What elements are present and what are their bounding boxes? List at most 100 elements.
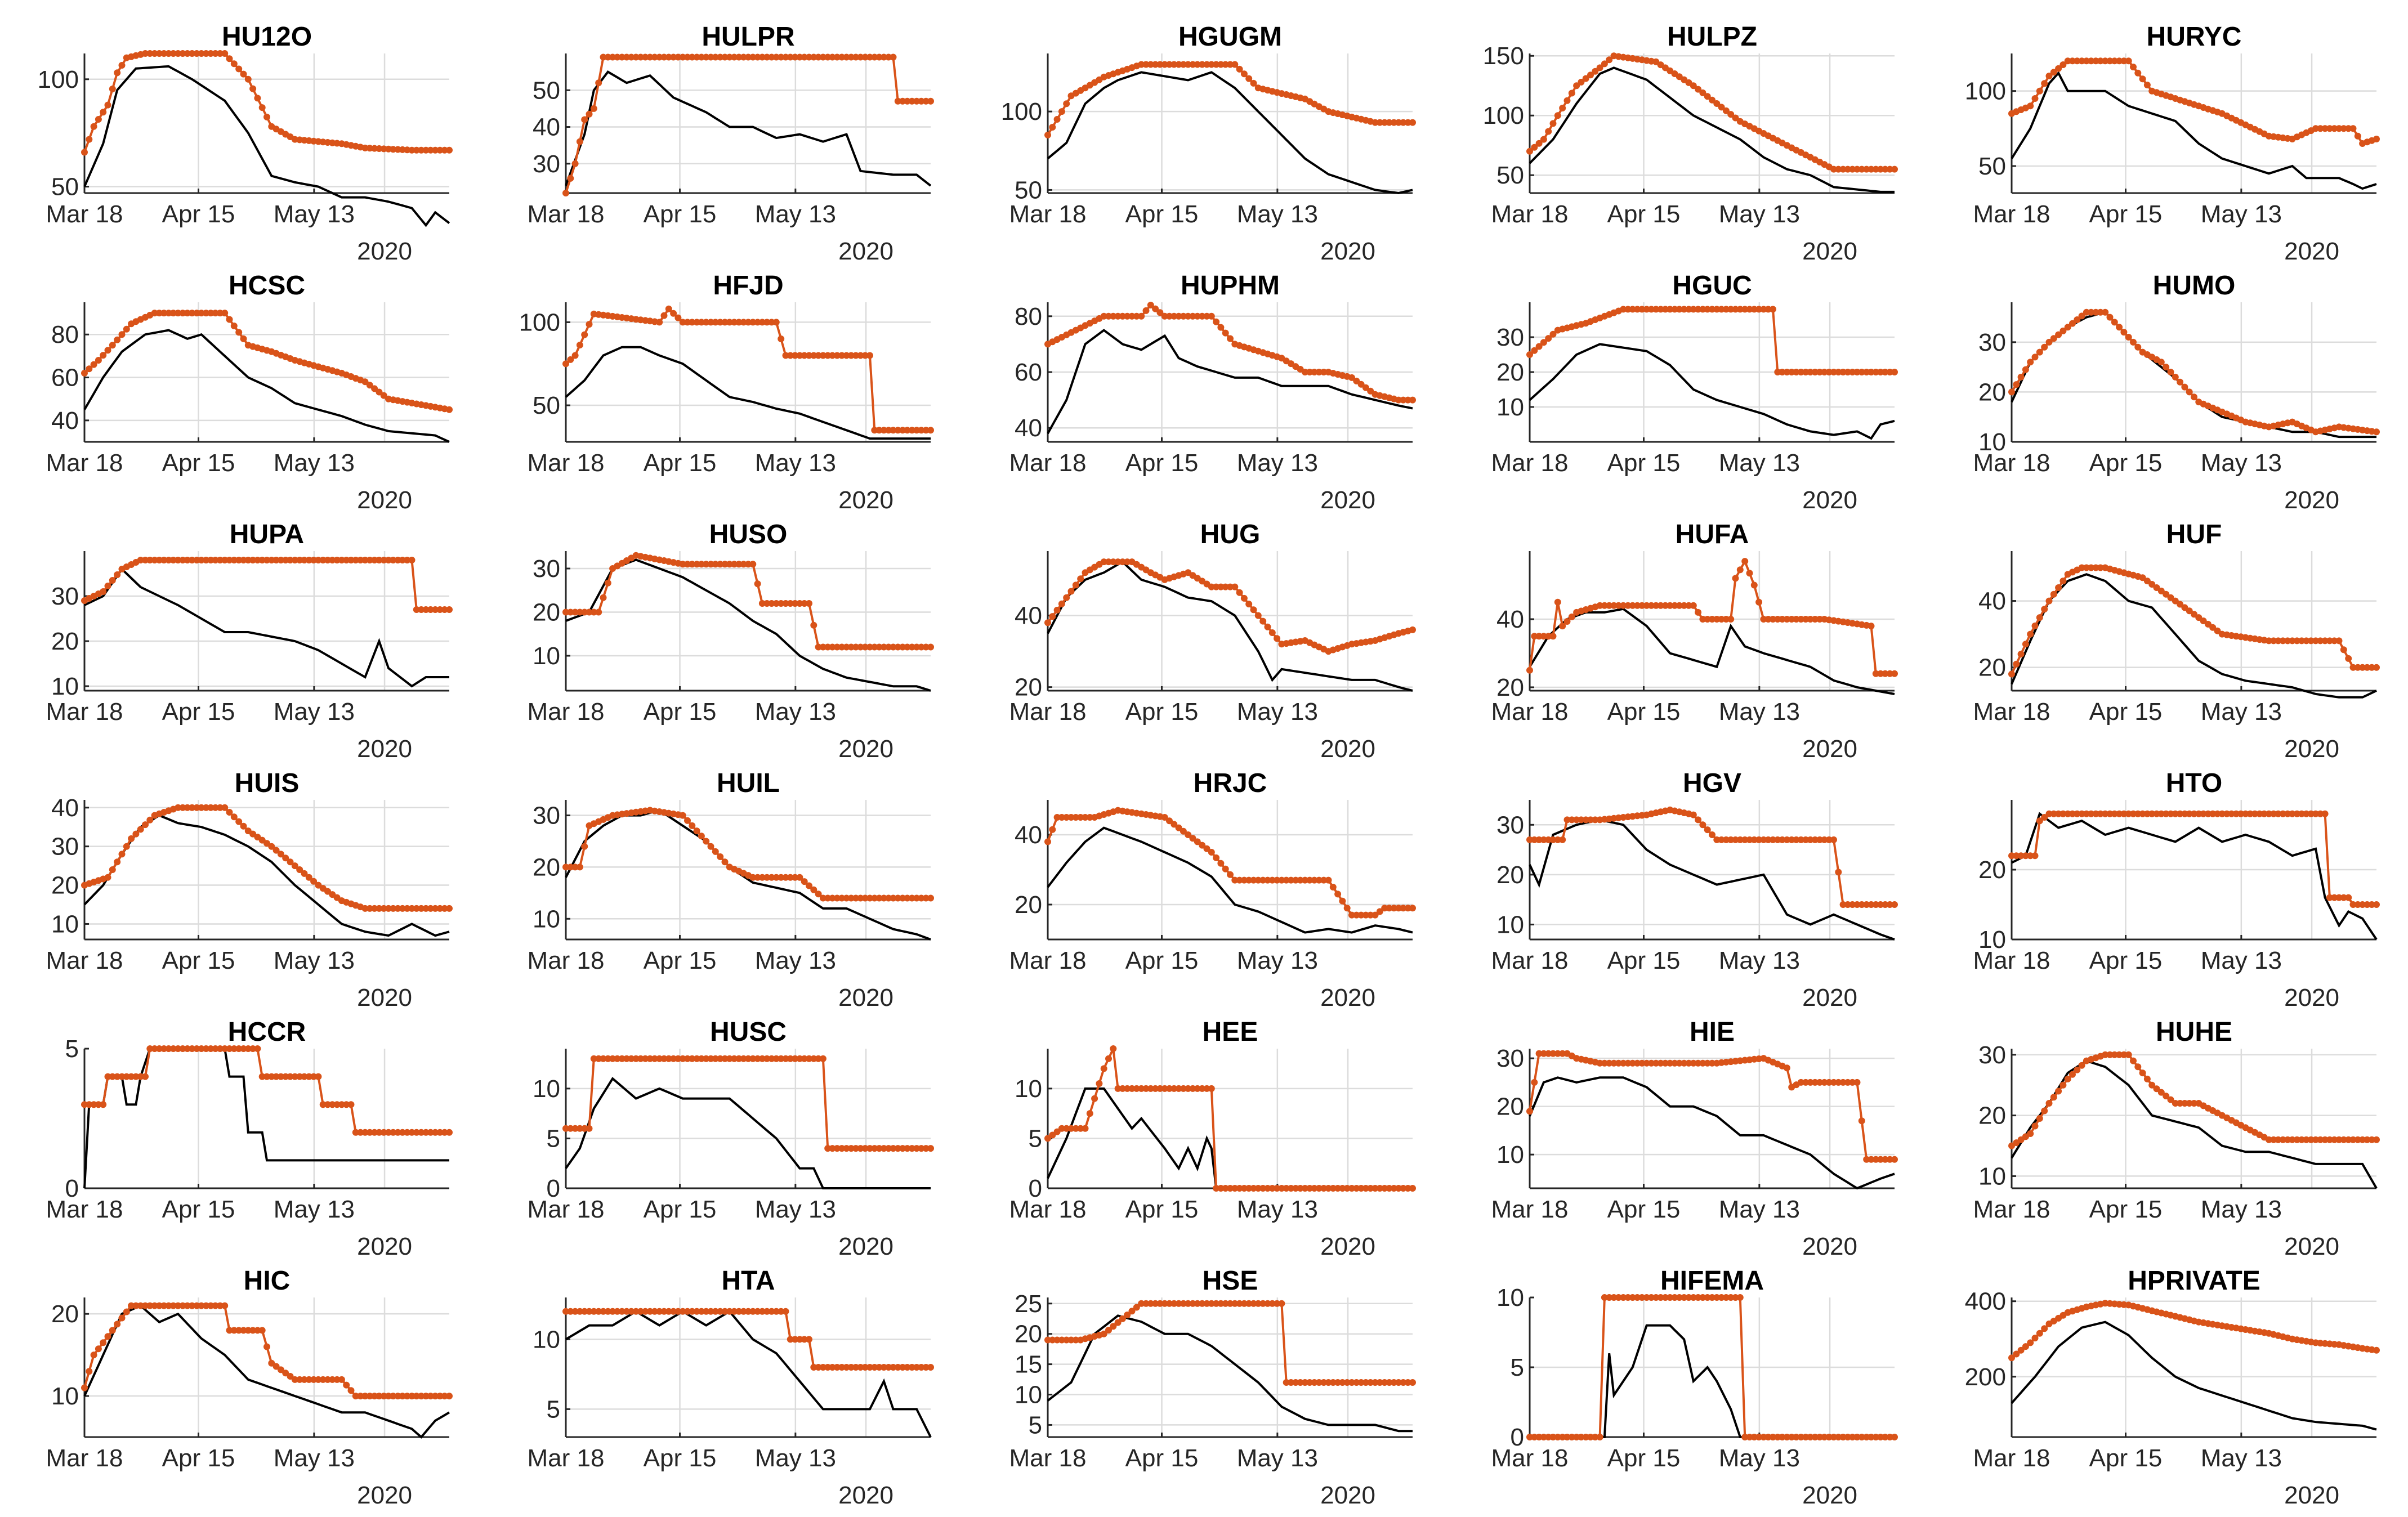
y-tick-label: 20 — [51, 872, 79, 900]
series-estimate-line — [1529, 55, 1895, 171]
subplot-title: HUG — [1200, 520, 1261, 549]
series-estimate-markers — [1044, 61, 1416, 138]
y-tick-label: 10 — [533, 1326, 560, 1353]
series-estimate-markers — [1526, 558, 1898, 677]
series-estimate-markers — [81, 310, 453, 413]
y-tick-label: 30 — [533, 802, 560, 830]
y-tick-label: 150 — [1483, 42, 1524, 70]
x-tick-label: Mar 18 — [1491, 200, 1569, 228]
series-estimate-markers — [1044, 302, 1416, 404]
series-estimate-markers — [1526, 1294, 1898, 1440]
x-tick-label: Apr 15 — [1125, 200, 1199, 228]
x-tick-label: Apr 15 — [1125, 698, 1199, 726]
y-tick-label: 40 — [1015, 602, 1042, 629]
series-estimate-markers — [562, 1308, 934, 1371]
x-tick-label: Apr 15 — [2089, 449, 2163, 477]
series-observed-line — [1529, 607, 1895, 695]
x-tick-label: Apr 15 — [2089, 698, 2163, 726]
subplot-title: HUHE — [2156, 1017, 2232, 1047]
x-tick-label: Apr 15 — [1607, 1444, 1681, 1472]
x-tick-label: May 13 — [1237, 449, 1318, 477]
y-tick-label: 20 — [1978, 856, 2006, 884]
x-tick-label: Mar 18 — [46, 1196, 123, 1223]
x-tick-label: Mar 18 — [1973, 1444, 2050, 1472]
x-tick-label: Mar 18 — [46, 1444, 123, 1472]
year-label: 2020 — [2284, 735, 2339, 763]
y-tick-label: 80 — [1015, 303, 1042, 330]
x-tick-label: May 13 — [755, 1444, 836, 1472]
year-label: 2020 — [1320, 984, 1375, 1012]
year-label: 2020 — [357, 1482, 412, 1509]
series-observed-line — [2011, 71, 2377, 190]
series-estimate-line — [565, 307, 931, 432]
x-tick-label: Mar 18 — [1491, 698, 1569, 726]
series-estimate-markers — [2008, 810, 2380, 908]
subplot-title: HTA — [721, 1266, 775, 1296]
y-tick-label: 10 — [1496, 1284, 1524, 1312]
y-tick-label: 100 — [1483, 102, 1524, 129]
subplot-title: HRJC — [1194, 768, 1267, 798]
y-tick-label: 10 — [1978, 926, 2006, 954]
x-tick-label: Apr 15 — [2089, 1196, 2163, 1223]
x-tick-label: May 13 — [1237, 698, 1318, 726]
series-observed-line — [565, 70, 932, 187]
y-tick-label: 50 — [533, 392, 560, 419]
subplot-title: HULPR — [702, 22, 794, 52]
y-tick-label: 10 — [1496, 393, 1524, 421]
x-tick-label: Mar 18 — [1009, 200, 1087, 228]
series-observed-line — [1047, 329, 1413, 435]
y-tick-label: 60 — [1015, 359, 1042, 386]
series-estimate-markers — [562, 305, 934, 434]
y-tick-label: 30 — [51, 833, 79, 861]
x-tick-label: May 13 — [274, 200, 355, 228]
y-tick-label: 40 — [51, 794, 79, 822]
y-tick-label: 10 — [1015, 1075, 1042, 1103]
y-tick-label: 30 — [1978, 1041, 2006, 1069]
x-tick-label: May 13 — [1719, 1196, 1800, 1223]
series-observed-line — [2011, 1059, 2378, 1189]
x-tick-label: May 13 — [1719, 698, 1800, 726]
y-tick-label: 200 — [1965, 1363, 2006, 1391]
y-tick-label: 40 — [1015, 821, 1042, 849]
x-tick-label: May 13 — [274, 1444, 355, 1472]
y-tick-label: 20 — [1978, 1102, 2006, 1130]
year-label: 2020 — [1802, 486, 1857, 514]
x-tick-label: May 13 — [2201, 947, 2282, 974]
y-tick-label: 10 — [1978, 428, 2006, 456]
x-tick-label: Apr 15 — [644, 1196, 717, 1223]
y-tick-label: 20 — [1496, 674, 1524, 701]
x-tick-label: Apr 15 — [162, 947, 235, 974]
x-tick-label: Apr 15 — [162, 698, 235, 726]
x-tick-label: May 13 — [755, 698, 836, 726]
series-estimate-line — [1529, 308, 1895, 373]
series-observed-line — [84, 567, 449, 688]
year-label: 2020 — [2284, 1233, 2339, 1260]
y-tick-label: 5 — [1029, 1411, 1042, 1439]
y-tick-label: 20 — [51, 628, 79, 655]
y-tick-label: 10 — [51, 673, 79, 700]
series-estimate-markers — [562, 53, 934, 196]
x-tick-label: Apr 15 — [644, 698, 717, 726]
y-tick-label: 40 — [533, 114, 560, 141]
x-tick-label: Mar 18 — [528, 1444, 605, 1472]
year-label: 2020 — [838, 735, 893, 763]
x-tick-label: May 13 — [1719, 449, 1800, 477]
series-observed-line — [83, 329, 450, 443]
y-tick-label: 0 — [65, 1175, 79, 1202]
series-estimate-line — [83, 1304, 449, 1398]
subplot-title: HUFA — [1676, 520, 1749, 549]
year-label: 2020 — [838, 238, 893, 265]
year-label: 2020 — [1802, 735, 1857, 763]
y-tick-label: 10 — [51, 910, 79, 938]
y-tick-label: 50 — [1496, 162, 1524, 189]
series-observed-line — [565, 1310, 932, 1438]
